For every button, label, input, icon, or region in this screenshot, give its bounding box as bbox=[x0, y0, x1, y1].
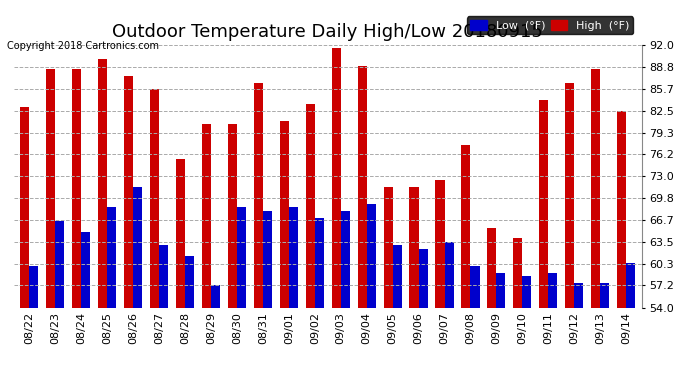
Bar bbox=[185, 256, 194, 308]
Bar bbox=[254, 83, 263, 308]
Bar bbox=[444, 242, 453, 308]
Bar bbox=[626, 262, 635, 308]
Bar bbox=[133, 187, 142, 308]
Bar bbox=[600, 284, 609, 308]
Bar bbox=[306, 104, 315, 308]
Bar bbox=[409, 187, 419, 308]
Bar bbox=[549, 273, 558, 308]
Bar bbox=[357, 66, 366, 308]
Bar bbox=[30, 266, 39, 308]
Bar bbox=[496, 273, 506, 308]
Bar bbox=[20, 107, 30, 308]
Bar bbox=[263, 211, 272, 308]
Bar bbox=[487, 228, 496, 308]
Bar bbox=[539, 100, 549, 308]
Bar bbox=[159, 245, 168, 308]
Bar bbox=[341, 211, 350, 308]
Bar bbox=[46, 69, 55, 308]
Bar bbox=[462, 145, 471, 308]
Bar bbox=[332, 48, 341, 308]
Bar bbox=[522, 276, 531, 308]
Bar bbox=[393, 245, 402, 308]
Bar bbox=[513, 238, 522, 308]
Bar bbox=[202, 124, 211, 308]
Bar bbox=[150, 88, 159, 308]
Bar bbox=[471, 266, 480, 308]
Bar bbox=[176, 159, 185, 308]
Bar bbox=[107, 207, 117, 308]
Title: Outdoor Temperature Daily High/Low 20180915: Outdoor Temperature Daily High/Low 20180… bbox=[112, 22, 543, 40]
Bar bbox=[228, 124, 237, 308]
Bar bbox=[289, 207, 298, 308]
Text: Copyright 2018 Cartronics.com: Copyright 2018 Cartronics.com bbox=[7, 41, 159, 51]
Bar bbox=[565, 83, 574, 308]
Bar bbox=[617, 111, 626, 308]
Bar bbox=[81, 231, 90, 308]
Bar bbox=[237, 207, 246, 308]
Bar bbox=[211, 285, 220, 308]
Legend: Low  (°F), High  (°F): Low (°F), High (°F) bbox=[467, 16, 633, 34]
Bar bbox=[72, 69, 81, 308]
Bar bbox=[315, 218, 324, 308]
Bar bbox=[55, 221, 64, 308]
Bar bbox=[279, 121, 289, 308]
Bar bbox=[384, 187, 393, 308]
Bar bbox=[591, 69, 600, 308]
Bar bbox=[124, 76, 133, 308]
Bar bbox=[574, 284, 583, 308]
Bar bbox=[366, 204, 376, 308]
Bar bbox=[435, 180, 444, 308]
Bar bbox=[98, 59, 107, 308]
Bar bbox=[419, 249, 428, 308]
